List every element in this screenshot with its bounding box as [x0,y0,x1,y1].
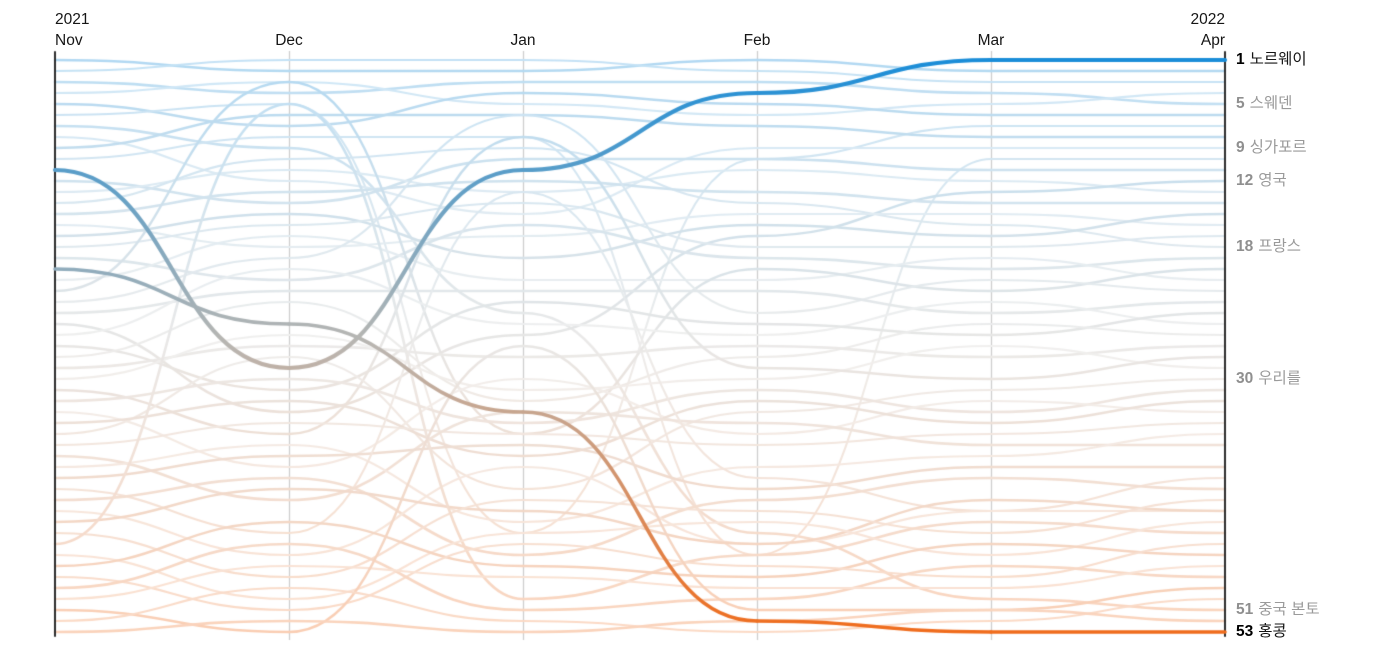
axis-month-nov: Nov [55,32,83,49]
country-name: 중국 본토 [1258,601,1320,618]
rank-label-30: 30 우리를 [1236,369,1301,389]
axis-month-mar: Mar [977,32,1005,49]
rank-label-53: 53 홍콩 [1236,622,1287,642]
country-name: 스웨덴 [1249,95,1293,112]
rank-number: 53 [1236,623,1254,640]
rank-number: 12 [1236,172,1254,189]
axis-year-left: 2021 [55,11,90,28]
rank-label-9: 9 싱가포르 [1236,138,1307,158]
axis-label-end: 2022 Apr [1191,9,1225,51]
country-name: 프랑스 [1258,238,1302,255]
country-name: 우리를 [1258,370,1302,387]
axis-year-right: 2022 [1190,11,1225,28]
country-name: 노르웨이 [1249,51,1307,68]
rank-label-12: 12 영국 [1236,171,1287,191]
rank-number: 18 [1236,238,1254,255]
country-name: 영국 [1258,172,1287,189]
rank-number: 1 [1236,51,1245,68]
rank-number: 51 [1236,601,1254,618]
axis-month-jan: Jan [510,32,536,49]
axis-month-feb: Feb [743,32,771,49]
rank-number: 5 [1236,95,1245,112]
rank-label-1: 1 노르웨이 [1236,50,1307,70]
rank-number: 9 [1236,139,1245,156]
axis-month-dec: Dec [275,32,303,49]
axis-month-apr: Apr [1200,32,1225,49]
country-name: 싱가포르 [1249,139,1307,156]
rank-label-18: 18 프랑스 [1236,237,1301,257]
rank-number: 30 [1236,370,1254,387]
country-name: 홍콩 [1258,623,1287,640]
rank-label-5: 5 스웨덴 [1236,94,1292,114]
axis-label-start: 2021 Nov [55,9,89,51]
rank-label-51: 51 중국 본토 [1236,600,1320,620]
